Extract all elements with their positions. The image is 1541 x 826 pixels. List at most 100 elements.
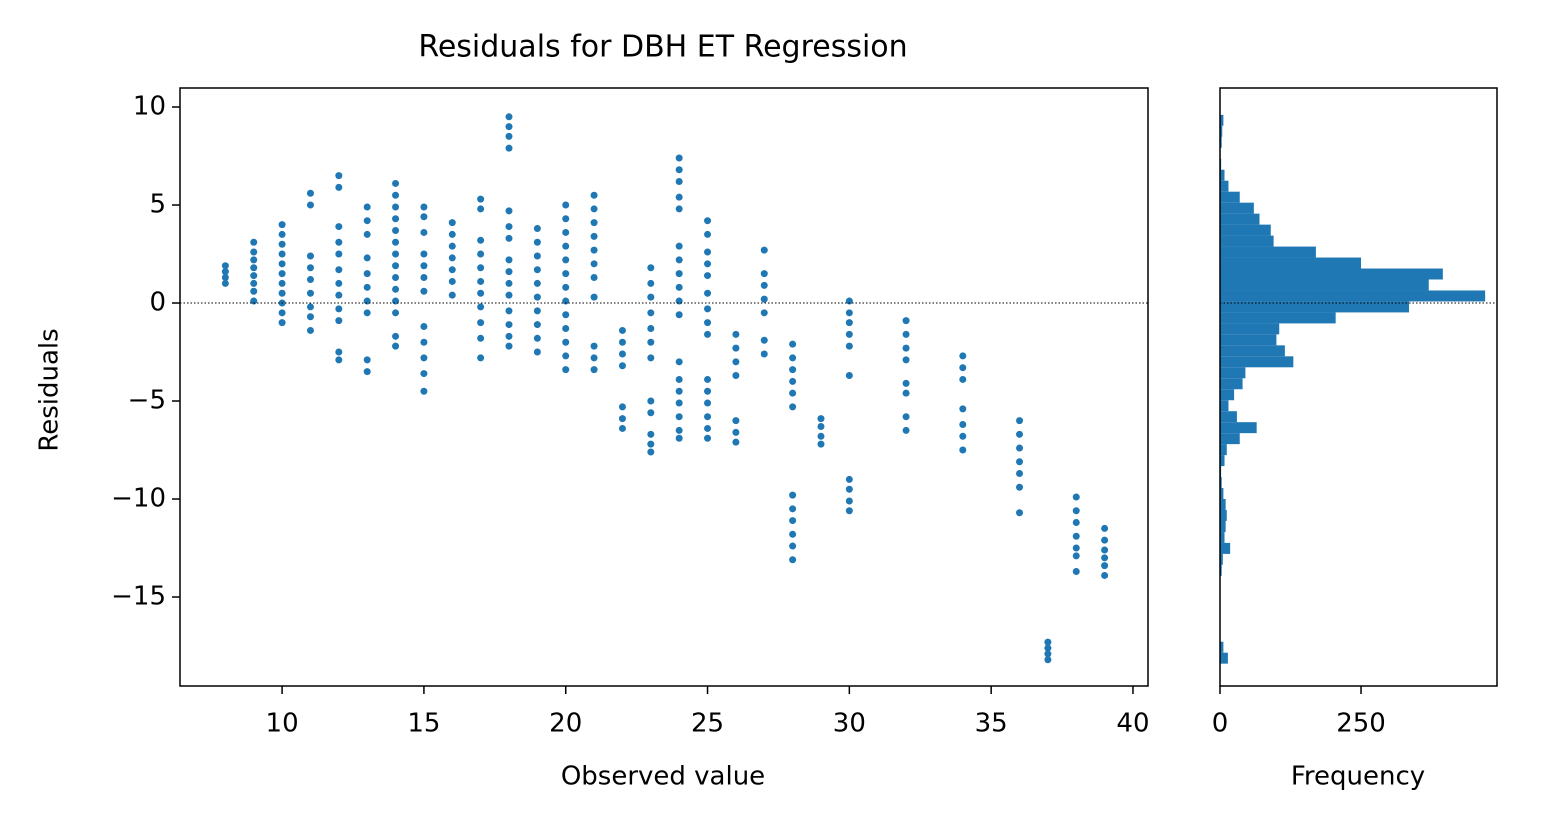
data-point <box>845 507 853 515</box>
data-point <box>533 279 541 287</box>
data-point <box>363 203 371 211</box>
data-point <box>647 309 655 317</box>
data-point <box>562 283 570 291</box>
data-point <box>817 432 825 440</box>
data-point <box>1072 552 1080 560</box>
data-point <box>647 409 655 417</box>
data-point <box>392 285 400 293</box>
histogram-bar <box>1220 180 1229 192</box>
histogram-bar <box>1220 224 1271 236</box>
data-point <box>959 446 967 454</box>
data-point <box>306 289 314 297</box>
data-point <box>902 317 910 325</box>
data-point <box>533 307 541 315</box>
data-point <box>732 358 740 366</box>
y-tick-label: 10 <box>133 92 166 122</box>
data-point <box>1101 536 1109 544</box>
data-point <box>278 319 286 327</box>
data-point <box>704 319 712 327</box>
x-tick-label: 15 <box>407 709 440 739</box>
y-tick-label: −10 <box>111 484 166 514</box>
histogram-bar <box>1220 422 1257 434</box>
data-point <box>505 332 513 340</box>
histogram-bar <box>1220 334 1277 346</box>
data-point <box>477 277 485 285</box>
histogram-bar <box>1220 411 1237 423</box>
data-point <box>392 203 400 211</box>
histogram-bar <box>1220 257 1362 269</box>
data-point <box>505 234 513 242</box>
data-point <box>420 250 428 258</box>
data-point <box>477 303 485 311</box>
data-point <box>647 264 655 272</box>
data-point <box>647 293 655 301</box>
data-point <box>505 307 513 315</box>
y-axis-label: Residuals <box>35 328 65 451</box>
histogram-bar <box>1220 553 1223 565</box>
data-point <box>533 225 541 233</box>
axes-frame <box>179 87 1149 687</box>
data-point <box>392 274 400 282</box>
data-point <box>845 342 853 350</box>
data-point <box>902 344 910 352</box>
data-point <box>250 297 258 305</box>
data-point <box>959 432 967 440</box>
data-point <box>704 217 712 225</box>
data-point <box>959 364 967 372</box>
data-point <box>675 413 683 421</box>
data-point <box>392 226 400 234</box>
histogram-bar <box>1220 191 1240 203</box>
data-point <box>704 330 712 338</box>
histogram-bar <box>1220 641 1224 653</box>
data-point <box>590 246 598 254</box>
data-point <box>477 195 485 203</box>
chart-title: Residuals for DBH ET Regression <box>418 30 907 65</box>
histogram-bar <box>1220 444 1227 456</box>
data-point <box>618 362 626 370</box>
data-point <box>817 415 825 423</box>
data-point <box>647 324 655 332</box>
data-point <box>477 264 485 272</box>
data-point <box>817 440 825 448</box>
data-point <box>1044 638 1052 646</box>
histogram-bar <box>1220 356 1294 368</box>
data-point <box>221 279 229 287</box>
data-point <box>760 309 768 317</box>
data-point <box>306 326 314 334</box>
data-point <box>760 295 768 303</box>
data-point <box>760 336 768 344</box>
data-point <box>562 242 570 250</box>
data-point <box>278 221 286 229</box>
data-point <box>420 287 428 295</box>
data-point <box>1016 417 1024 425</box>
data-point <box>647 338 655 346</box>
data-point <box>335 250 343 258</box>
data-point <box>448 219 456 227</box>
data-point <box>959 352 967 360</box>
data-point <box>505 268 513 276</box>
data-point <box>845 372 853 380</box>
data-point <box>789 556 797 564</box>
data-point <box>1072 519 1080 527</box>
data-point <box>533 252 541 260</box>
x-tick-label: 250 <box>1336 709 1386 739</box>
data-point <box>1016 444 1024 452</box>
y-tick-label: −5 <box>128 386 166 416</box>
x-tick-label: 0 <box>1212 709 1229 739</box>
data-point <box>448 277 456 285</box>
data-point <box>1044 650 1052 658</box>
data-point <box>760 270 768 278</box>
histogram-bar <box>1220 235 1274 247</box>
data-point <box>363 230 371 238</box>
data-point <box>448 254 456 262</box>
data-point <box>221 274 229 282</box>
data-point <box>590 274 598 282</box>
histogram-bar <box>1220 268 1443 280</box>
data-point <box>1016 483 1024 491</box>
data-point <box>505 256 513 264</box>
data-point <box>675 256 683 264</box>
data-point <box>505 342 513 350</box>
data-point <box>647 354 655 362</box>
data-point <box>647 430 655 438</box>
